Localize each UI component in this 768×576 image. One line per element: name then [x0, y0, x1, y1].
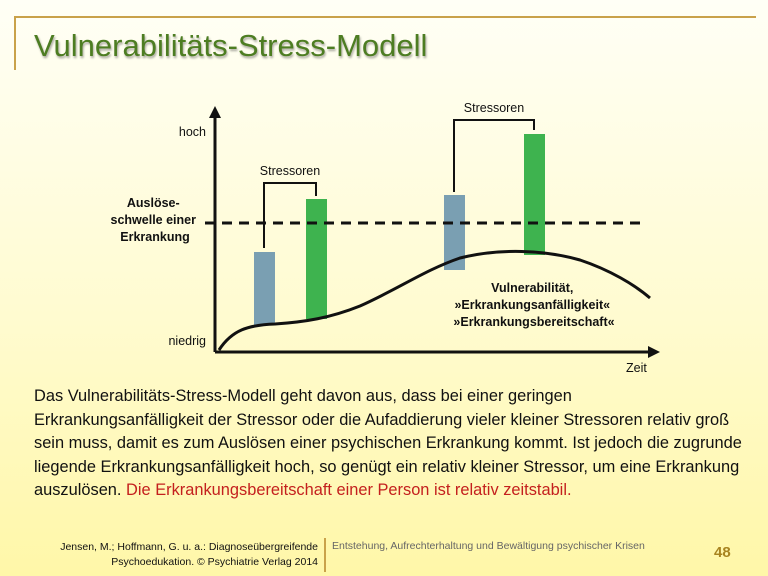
stressor-bar-blue-2 [444, 195, 465, 270]
threshold-label-line-1: Auslöse- [127, 196, 180, 210]
footer-reference-line-1: Jensen, M.; Hoffmann, G. u. a.: Diagnose… [60, 541, 318, 553]
vulnerability-label: Vulnerabilität, »Erkrankungsanfälligkeit… [453, 281, 614, 329]
frame-top-rule [14, 16, 756, 18]
body-paragraph: Das Vulnerabilitäts-Stress-Modell geht d… [34, 385, 744, 503]
vulnerability-label-line-3: »Erkrankungsbereitschaft« [453, 315, 614, 329]
threshold-label-line-2: schwelle einer [111, 213, 197, 227]
vulnerability-curve [217, 249, 651, 351]
footer-reference: Jensen, M.; Hoffmann, G. u. a.: Diagnose… [30, 540, 318, 570]
stressor-bar-green-2 [524, 134, 545, 255]
slide-title: Vulnerabilitäts-Stress-Modell [34, 28, 428, 63]
body-text: Das Vulnerabilitäts-Stress-Modell geht d… [34, 387, 742, 499]
threshold-label-line-3: Erkrankung [120, 230, 189, 244]
frame-left-rule [14, 16, 16, 70]
stressor-bar-blue-1 [254, 252, 275, 325]
footer-separator [324, 538, 326, 572]
vulnerability-label-line-1: Vulnerabilität, [491, 281, 573, 295]
stressor-label-1: Stressoren [260, 164, 320, 178]
stressor-bar-green-1 [306, 199, 327, 319]
footer-section-title: Entstehung, Aufrechterhaltung und Bewält… [332, 540, 645, 552]
y-low-label: niedrig [168, 334, 206, 348]
stressor-label-2: Stressoren [464, 101, 524, 115]
x-axis-arrow [648, 346, 660, 358]
vulnerability-label-line-2: »Erkrankungsanfälligkeit« [454, 298, 610, 312]
threshold-label: Auslöse- schwelle einer Erkrankung [111, 196, 200, 244]
footer-reference-line-2: Psychoedukation. © Psychiatrie Verlag 20… [111, 556, 318, 568]
x-axis-label: Zeit [626, 361, 647, 375]
y-high-label: hoch [179, 125, 206, 139]
y-axis-arrow [209, 106, 221, 118]
page-number: 48 [714, 544, 731, 561]
stressor-bracket-1 [263, 182, 317, 248]
stressor-bracket-2 [453, 119, 535, 192]
body-highlight: Die Erkrankungsbereitschaft einer Person… [126, 481, 572, 499]
